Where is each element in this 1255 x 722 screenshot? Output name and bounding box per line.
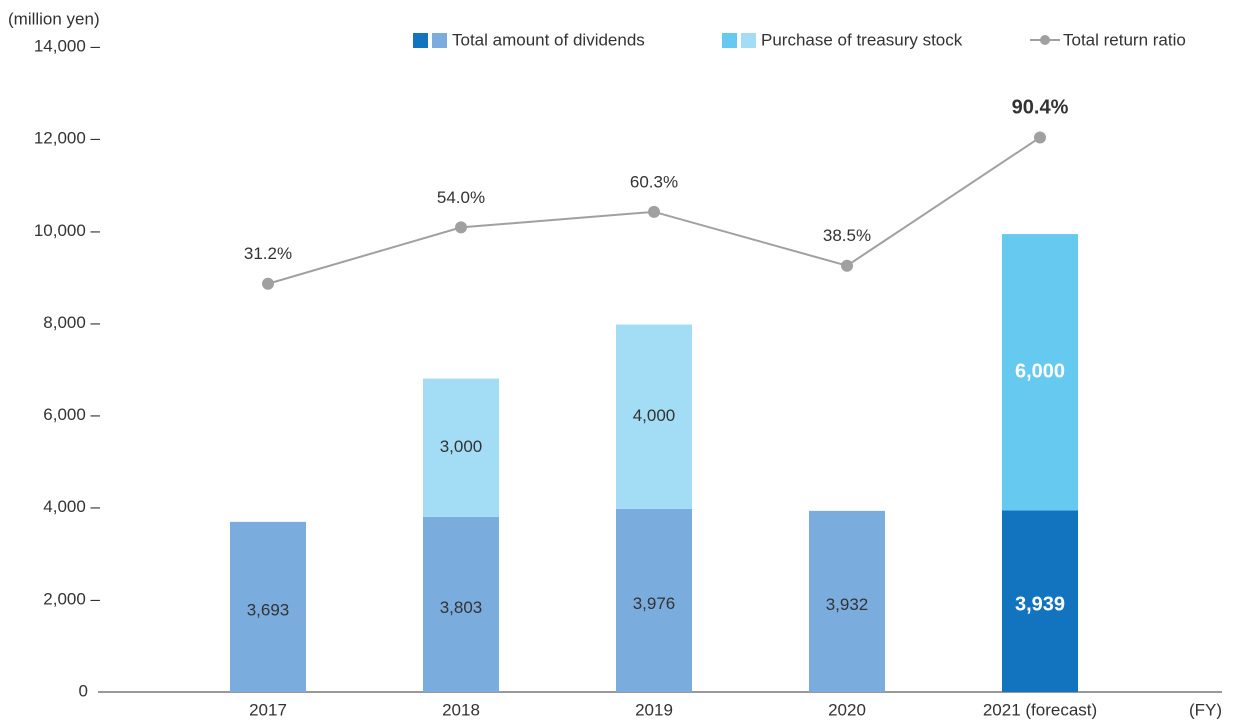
bar-segment [423,378,499,517]
line-point [841,259,853,272]
bar-segment [616,508,692,692]
data-label: 6,000 [1015,361,1065,383]
legend-swatch [413,33,428,48]
y-tick-label: 0 [79,681,88,700]
legend-label: Total return ratio [1063,30,1186,49]
y-tick-label: 10,000 – [34,221,101,240]
data-label: 3,939 [1015,594,1065,616]
legend-swatch [741,33,756,48]
y-tick-label: 4,000 – [43,497,100,516]
y-tick-label: 8,000 – [43,313,100,332]
bar-segment [1002,234,1078,511]
data-label: 3,000 [440,437,483,456]
data-label: 3,803 [440,598,483,617]
data-label: 3,976 [633,594,676,613]
line-point [262,277,274,290]
x-tick-label: 2018 [442,700,480,719]
y-tick-label: 12,000 – [34,129,101,148]
bar-segment [230,521,306,692]
data-label: 4,000 [633,406,676,425]
x-tick-label: 2017 [249,700,287,719]
x-tick-label: 2020 [828,700,866,719]
y-tick-label: 14,000 – [34,36,101,55]
y-axis-label: (million yen) [8,9,100,28]
x-tick-label: 2021 (forecast) [983,700,1097,719]
data-label: 54.0% [437,188,485,207]
bar-segment [616,324,692,509]
y-tick-label: 6,000 – [43,405,100,424]
line-point [648,205,660,218]
legend-swatch [722,33,737,48]
data-label: 31.2% [244,244,292,263]
bar-segment [1002,510,1078,692]
x-axis-label: (FY) [1189,700,1222,719]
legend-marker [1040,35,1050,45]
bar-segment [809,510,885,692]
legend-swatch [432,33,447,48]
data-label: 3,693 [247,600,290,619]
data-label: 3,932 [826,595,869,614]
data-label: 90.4% [1012,97,1069,119]
data-label: 38.5% [823,226,871,245]
line-point [1034,131,1046,144]
line-point [455,221,467,234]
y-tick-label: 2,000 – [43,589,100,608]
bar-segment [423,516,499,692]
data-label: 60.3% [630,172,678,191]
x-tick-label: 2019 [635,700,673,719]
legend-label: Purchase of treasury stock [761,30,963,49]
legend-label: Total amount of dividends [452,30,645,49]
